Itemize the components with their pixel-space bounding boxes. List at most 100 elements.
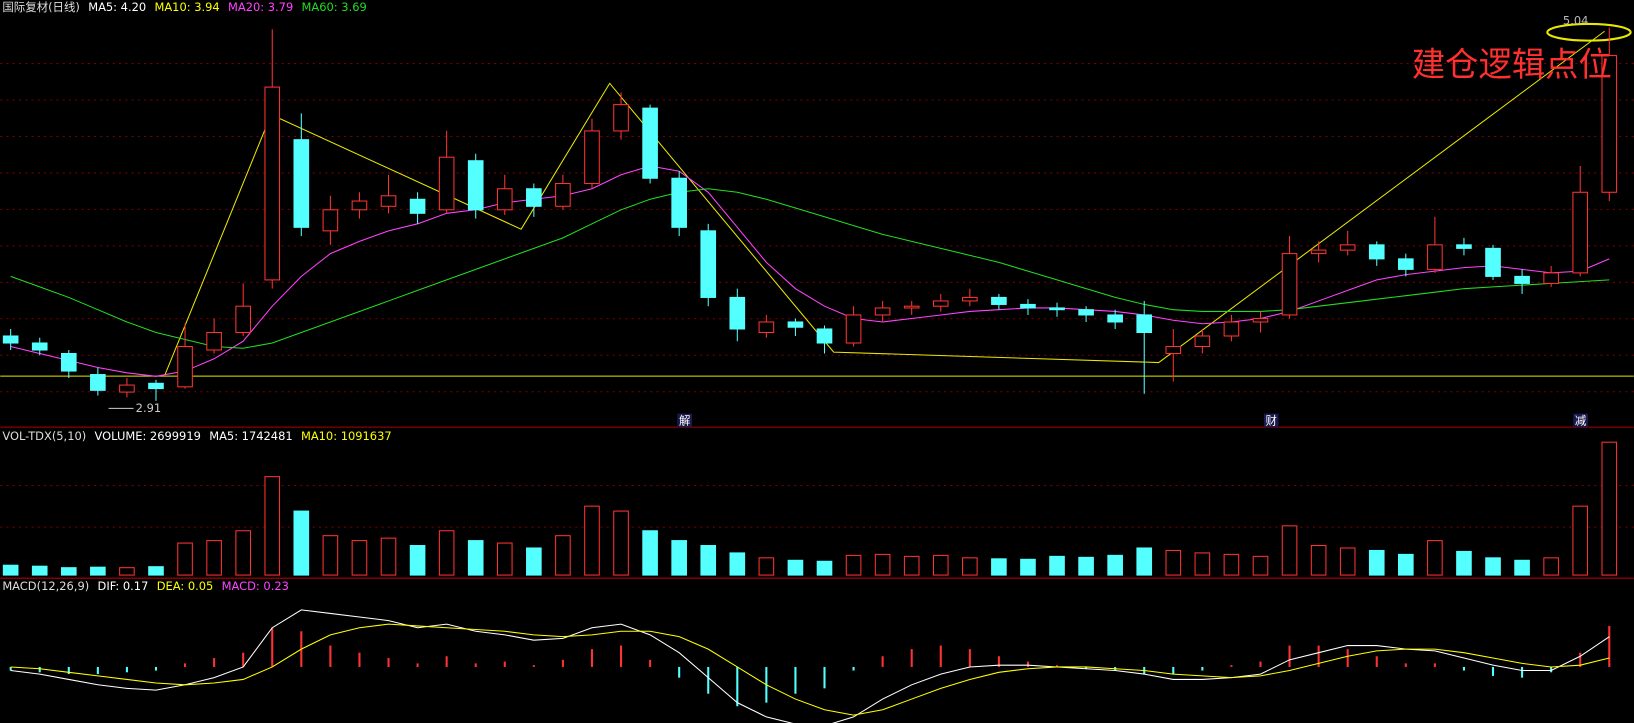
candle-body: [787, 321, 804, 328]
volume-bar: [671, 540, 687, 576]
volume-bar: [60, 567, 77, 576]
volume-bar: [1020, 558, 1036, 576]
volume-bar: [903, 555, 920, 576]
candle-body: [1398, 258, 1414, 270]
panel-title: MACD(12,26,9): [2, 579, 89, 593]
legend-entry: MA60: 3.69: [302, 0, 367, 14]
volume-bar: [700, 545, 717, 576]
volume-bar: [1427, 540, 1443, 576]
candle-body: [148, 382, 164, 390]
candle-body: [1281, 253, 1298, 316]
volume-bar: [1339, 547, 1356, 576]
candle-body: [874, 307, 891, 316]
candle-body: [613, 104, 629, 132]
volume-bar: [991, 558, 1007, 576]
volume-bar: [758, 557, 775, 576]
volume-bar: [642, 530, 658, 576]
volume-bar: [729, 552, 746, 576]
candle-body: [496, 188, 513, 211]
candle-body: [1020, 303, 1036, 309]
high-label: 5.04: [1563, 13, 1588, 27]
volume-bar: [613, 510, 629, 576]
candle-body: [932, 300, 949, 307]
candle-body: [1107, 314, 1123, 323]
volume-bar: [177, 542, 193, 576]
candle-body: [555, 182, 571, 207]
volume-bar: [962, 557, 978, 576]
candle-body: [1252, 317, 1269, 323]
candle-body: [845, 314, 862, 344]
candle-body: [1427, 244, 1443, 270]
candle-body: [1310, 249, 1327, 255]
ma-line: [10, 609, 1610, 723]
volume-bar: [932, 554, 949, 576]
panel-title: VOL-TDX(5,10): [2, 429, 86, 443]
candle-body: [903, 305, 920, 309]
volume-bar: [380, 537, 397, 576]
volume-bar: [1456, 550, 1472, 576]
ma-line: [10, 188, 1610, 349]
candle-body: [700, 230, 717, 298]
candle-body: [1078, 309, 1094, 316]
volume-bar: [2, 564, 19, 576]
legend-entry: MACD: 0.23: [222, 579, 289, 593]
price-grid: [0, 63, 1634, 528]
candle-body: [526, 188, 542, 207]
candle-body: [1223, 321, 1240, 337]
candle-body: [293, 139, 310, 228]
volume-bar: [1136, 547, 1153, 576]
candle-body: [409, 198, 426, 214]
candle-body: [351, 200, 368, 211]
volume-bar: [1049, 555, 1065, 576]
volume-bar: [1252, 555, 1269, 576]
volume-bar: [148, 566, 164, 576]
volume-bar: [409, 545, 426, 576]
event-marker: 减: [1575, 413, 1587, 427]
volume-bar: [816, 560, 833, 576]
candle-body: [467, 160, 484, 211]
legend-entry: DIF: 0.17: [98, 579, 149, 593]
event-marker: 财: [1266, 413, 1277, 427]
candle-body: [1485, 247, 1501, 277]
volume-bar: [1165, 549, 1182, 576]
candle-body: [1194, 335, 1211, 348]
volume-bar: [1107, 554, 1123, 576]
volume-bar: [467, 540, 484, 576]
candle-body: [1572, 191, 1589, 274]
volume-bar: [1194, 552, 1211, 576]
candle-body: [1049, 307, 1065, 311]
candle-body: [1543, 272, 1559, 284]
event-box: [677, 413, 692, 428]
candle-body: [584, 130, 600, 185]
candle-body: [177, 345, 193, 388]
volume-bar: [264, 476, 281, 576]
candle-body: [31, 342, 48, 351]
candle-body: [235, 305, 251, 334]
event-marker: 解: [679, 413, 690, 427]
ma-line: [10, 165, 1610, 377]
highlight-ellipse: [1546, 22, 1632, 42]
candle-body: [1136, 314, 1153, 334]
legend-entry: DEA: 0.05: [157, 579, 214, 593]
candle-body: [438, 156, 455, 211]
candle-body: [264, 86, 281, 281]
low-label: 2.91: [136, 401, 161, 415]
legend-entry: VOLUME: 2699919: [95, 429, 201, 443]
volume-bar: [1601, 441, 1618, 576]
volume-bar: [1223, 553, 1240, 576]
candle-body: [816, 328, 833, 344]
candle-body: [671, 177, 687, 228]
candle-body: [962, 296, 978, 302]
plot-layer: [2, 27, 1618, 723]
volume-bar: [584, 505, 600, 576]
volume-bar: [787, 559, 804, 576]
volume-bar: [119, 567, 135, 576]
legend-entry: MA5: 1742481: [209, 429, 292, 443]
candle-body: [729, 296, 746, 330]
candle-body: [1601, 55, 1618, 193]
volume-bar: [1078, 556, 1094, 576]
candle-body: [1368, 244, 1385, 260]
candle-body: [991, 296, 1007, 305]
candle-body: [1456, 244, 1472, 249]
